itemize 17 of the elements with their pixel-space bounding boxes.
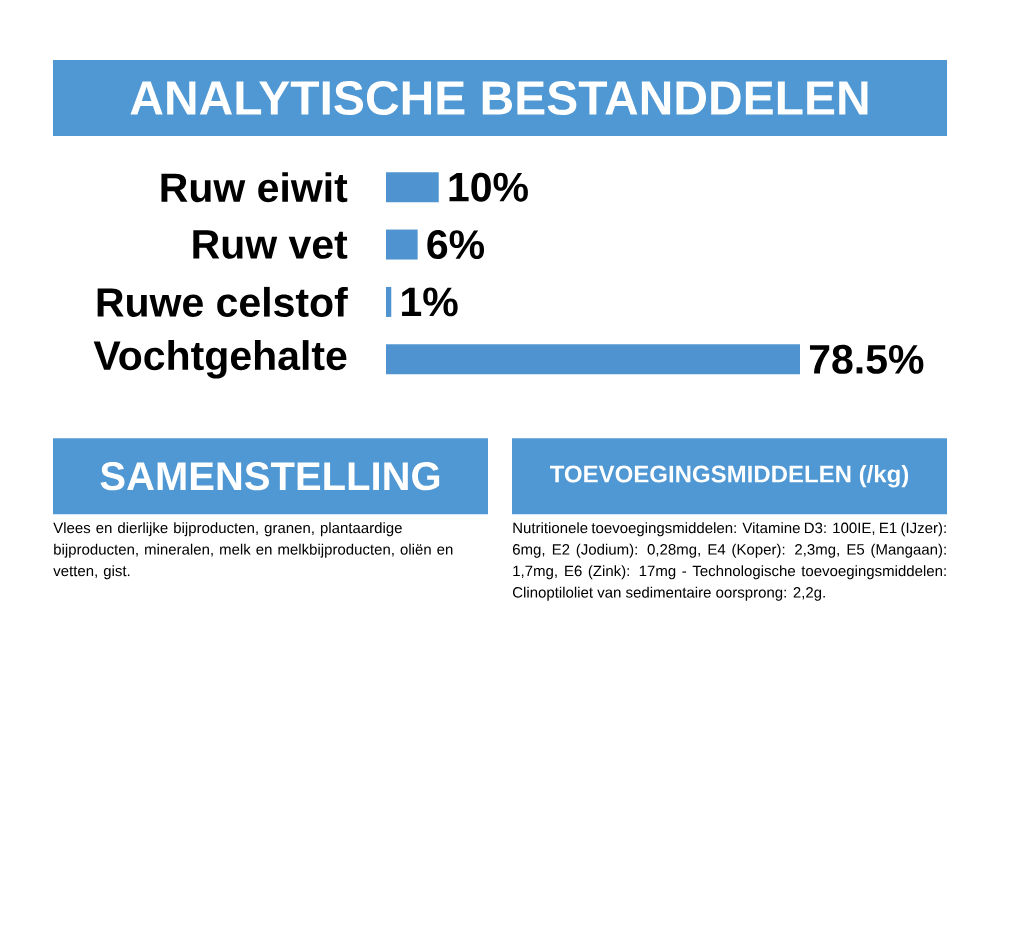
data-label: 6% xyxy=(427,230,485,260)
data-label: 78.5% xyxy=(809,344,924,374)
bar xyxy=(386,172,439,203)
y-tick-label: Ruwe celstof xyxy=(97,286,348,317)
data-label: 10% xyxy=(449,172,528,202)
data-label: 1% xyxy=(402,287,458,317)
bar xyxy=(386,229,418,260)
bar xyxy=(386,344,801,375)
y-tick-label: Ruw eiwit xyxy=(161,172,348,203)
bar xyxy=(386,286,392,317)
chart-title: ANALYTISCHE BESTANDDELEN xyxy=(130,81,868,115)
text: TOEVOEGINGSMIDDELEN (/kg) xyxy=(549,464,909,488)
text: SAMENSTELLING xyxy=(100,462,440,491)
text: Vlees en dierlijke bijproducten, granen, plantaardige bijproducten, mineralen, melk en melkbijproducten, oliën en vetten, gist. xyxy=(53,522,453,580)
text: Nutritionele toevoegingsmiddelen: Vitamine D3: 100IE, E1 (IJzer): 6mg, E2 (Jodium): 0,28mg, E4 (Koper): 2,3mg, E5 (Mangaan): 1,7mg, E6 (Zink): 17mg - Technologische toevoegingsmiddelen: Clinoptiloliet van sedimentaire oorsprong: 2,2g. xyxy=(512,522,946,601)
y-tick-label: Ruw vet xyxy=(193,230,348,259)
y-tick-label: Vochtgehalte xyxy=(93,340,347,379)
